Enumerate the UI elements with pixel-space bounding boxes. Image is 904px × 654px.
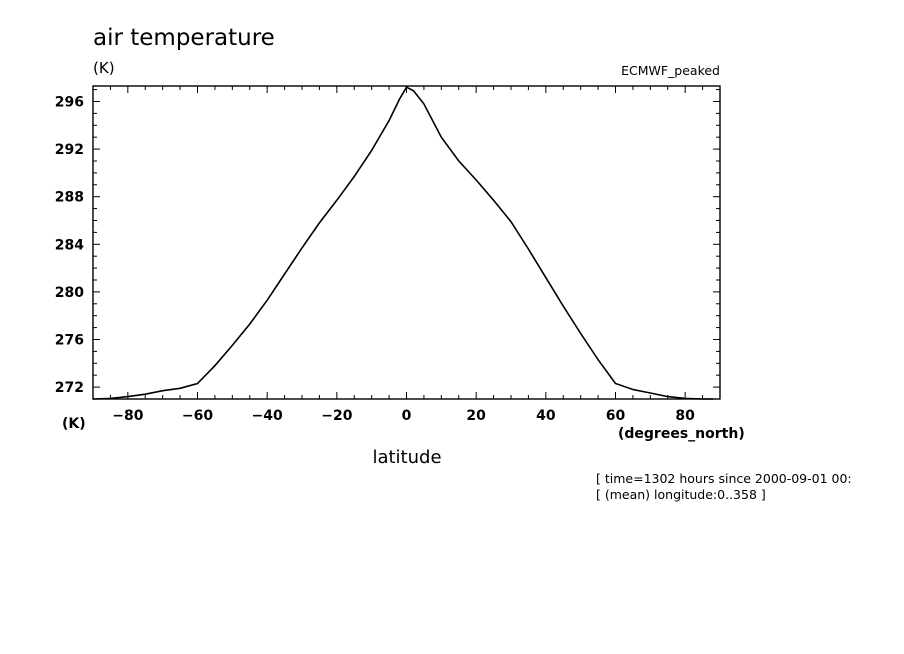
y-unit-label: (K) bbox=[93, 59, 115, 77]
x-unit-label: (degrees_north) bbox=[618, 426, 745, 442]
axis-ticks bbox=[93, 86, 720, 400]
footnote-time: [ time=1302 hours since 2000-09-01 00: bbox=[596, 471, 852, 486]
chart-title: air temperature bbox=[93, 25, 275, 51]
x-tick-label: 40 bbox=[536, 408, 556, 424]
y-tick-label: 288 bbox=[55, 190, 84, 206]
x-tick-label: −20 bbox=[321, 408, 352, 424]
y-tick-label: 276 bbox=[55, 332, 84, 348]
x-tick-label: 80 bbox=[675, 408, 695, 424]
x-tick-label: 0 bbox=[402, 408, 412, 424]
y-tick-label: 296 bbox=[55, 94, 84, 110]
series-line bbox=[92, 86, 713, 400]
y-tick-label: 272 bbox=[55, 380, 84, 396]
x-tick-label: −40 bbox=[252, 408, 283, 424]
x-tick-label: −80 bbox=[112, 408, 143, 424]
y-tick-label: 280 bbox=[55, 285, 84, 301]
plot-frame bbox=[92, 85, 721, 400]
x-tick-label: −60 bbox=[182, 408, 213, 424]
y-unit-bottom-label: (K) bbox=[62, 416, 86, 432]
y-tick-label: 284 bbox=[55, 237, 84, 253]
axis-tick-labels: −80 −60 −40 −20 0 20 40 60 80 272 276 280 284 288 292 2… bbox=[55, 94, 695, 424]
footnote-longitude: [ (mean) longitude:0..358 ] bbox=[596, 487, 766, 502]
dataset-label: ECMWF_peaked bbox=[621, 63, 720, 78]
x-tick-label: 60 bbox=[606, 408, 626, 424]
x-axis-label: latitude bbox=[372, 447, 441, 468]
x-tick-label: 20 bbox=[466, 408, 486, 424]
y-tick-label: 292 bbox=[55, 142, 84, 158]
